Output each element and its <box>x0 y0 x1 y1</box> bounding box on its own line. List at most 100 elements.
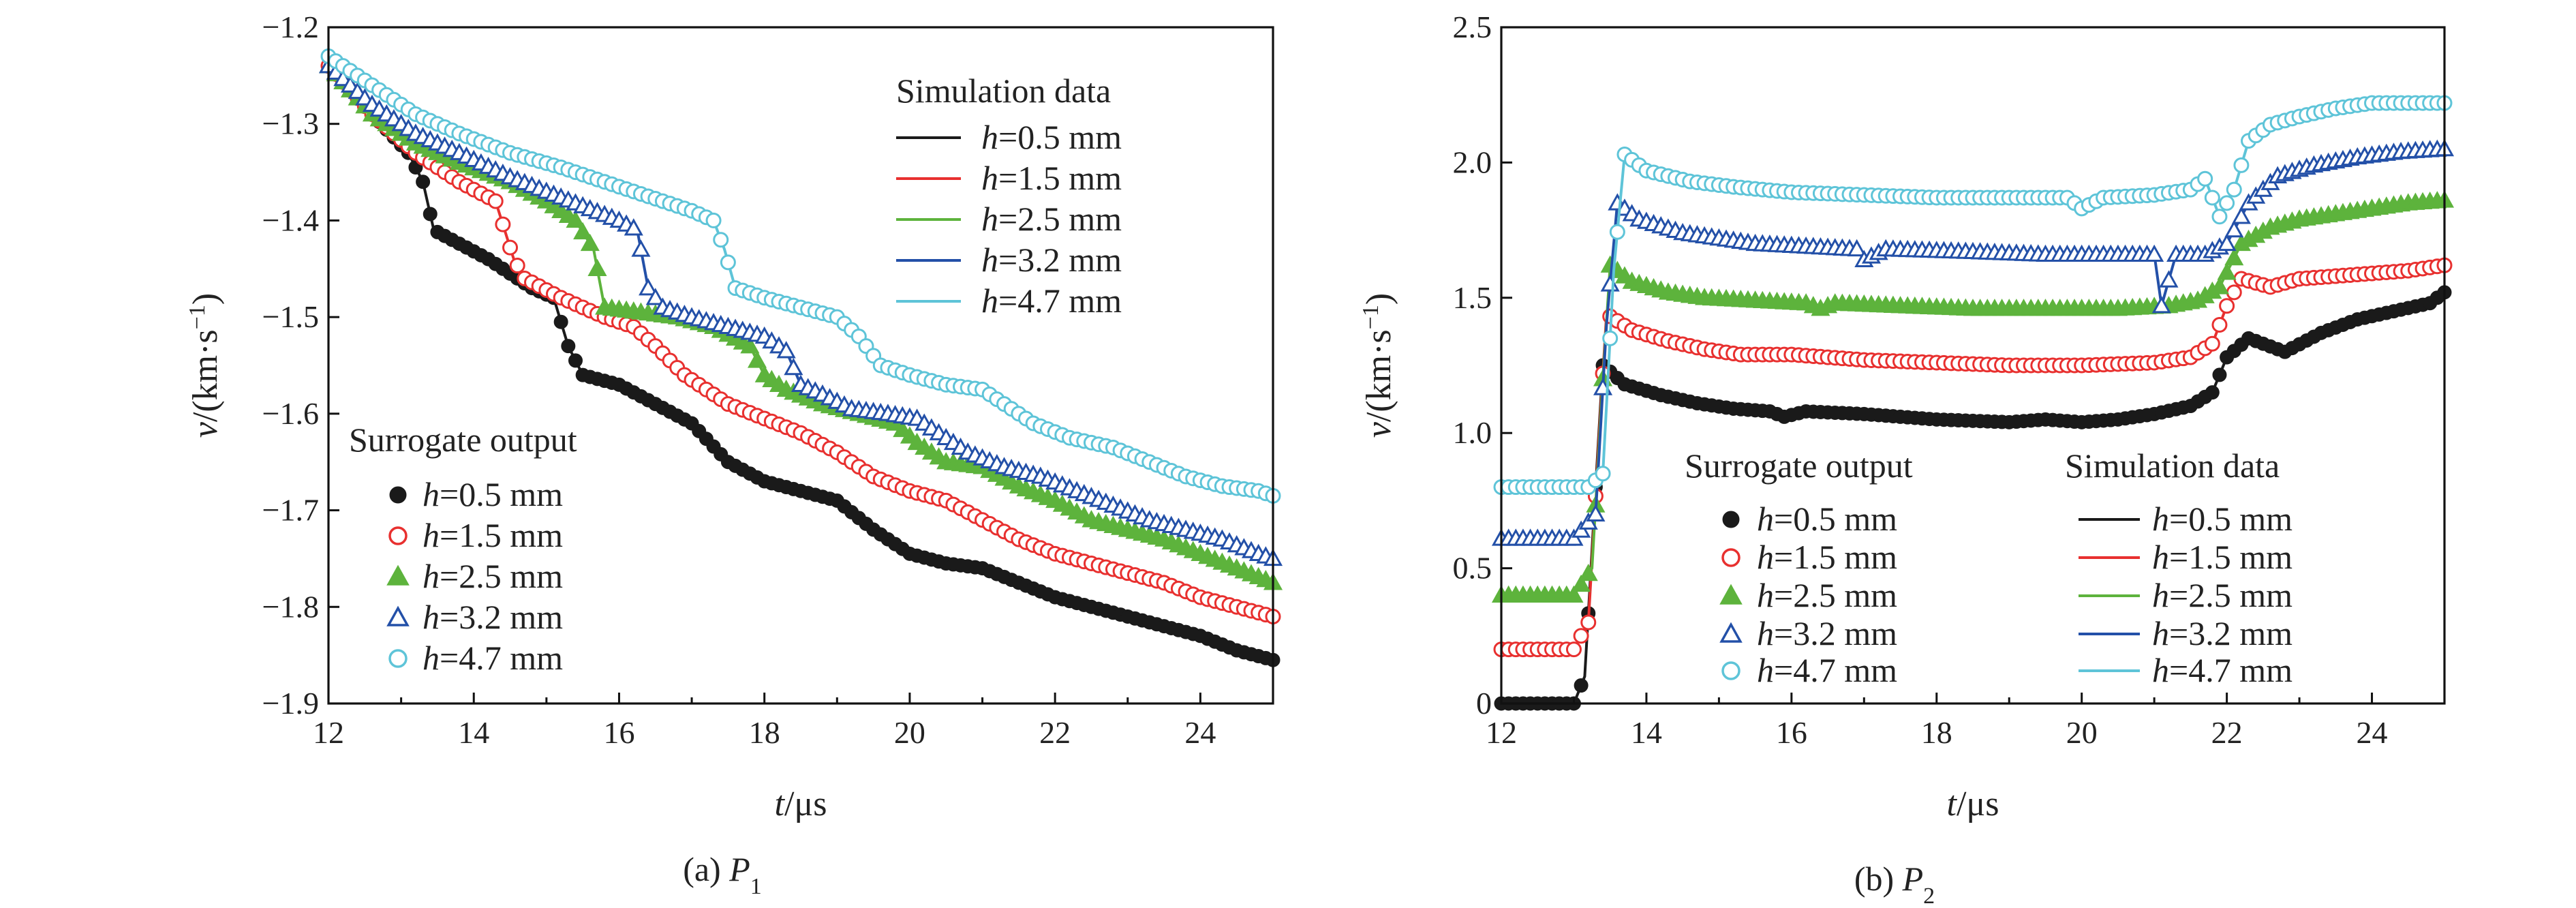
surrogate-point-b-3 <box>1586 504 1606 521</box>
legend-label-surrogate-a-0: h=0.5 mm <box>423 475 563 513</box>
surrogate-point-b-2 <box>2224 248 2244 266</box>
simulation-line-b-2 <box>1501 199 2445 597</box>
surrogate-point-b-3 <box>1600 274 1620 292</box>
surrogate-point-b-1 <box>2211 316 2228 333</box>
y-tick-label-a: −1.5 <box>262 299 319 334</box>
legend-title-simulation-b: Simulation data <box>2065 447 2280 485</box>
surrogate-point-a-0 <box>553 314 568 329</box>
legend-label-surrogate-b-1: h=1.5 mm <box>1757 538 1897 576</box>
legend-marker-a-2 <box>386 564 410 586</box>
legend-label-simulation-b-1: h=1.5 mm <box>2152 538 2293 576</box>
legend-label-simulation-b-3: h=3.2 mm <box>2152 614 2293 652</box>
y-tick-label-b: 0.5 <box>1453 551 1492 586</box>
y-axis-label-a: v/(km·s−1) <box>185 293 226 438</box>
plot-frame-b <box>1500 26 2446 705</box>
x-tick-label-a: 12 <box>313 715 344 750</box>
series-b-4 <box>1493 95 2453 496</box>
surrogate-point-b-4 <box>2219 195 2235 211</box>
y-tick-label-a: −1.9 <box>262 686 319 721</box>
y-tick-label-a: −1.2 <box>262 10 319 44</box>
surrogate-point-b-3 <box>2217 233 2237 252</box>
legend-label-simulation-a-1: h=1.5 mm <box>981 159 1122 197</box>
legend-marker-a-3 <box>386 605 410 626</box>
surrogate-point-b-2 <box>1578 563 1598 581</box>
surrogate-point-b-1 <box>2204 335 2220 352</box>
surrogate-point-b-4 <box>1602 330 1619 346</box>
surrogate-point-a-4 <box>713 232 729 248</box>
surrogate-point-a-3 <box>624 218 643 236</box>
surrogate-point-a-2 <box>747 350 767 368</box>
surrogate-point-b-4 <box>2233 157 2250 173</box>
surrogate-point-b-1 <box>2226 284 2242 301</box>
x-tick-label-b: 18 <box>1921 715 1952 750</box>
series-a-4 <box>320 48 1281 504</box>
surrogate-point-a-1 <box>509 258 525 274</box>
legend-label-surrogate-b-3: h=3.2 mm <box>1757 614 1897 652</box>
surrogate-point-a-1 <box>502 239 519 256</box>
legend-marker-b-4 <box>1721 661 1741 680</box>
y-tick-label-b: 2.0 <box>1453 145 1492 179</box>
series-a-3 <box>318 56 1283 566</box>
x-axis-label-a: t/μs <box>774 785 827 823</box>
surrogate-point-a-0 <box>423 207 438 222</box>
y-tick-label-a: −1.4 <box>262 202 319 237</box>
surrogate-point-a-1 <box>487 193 504 209</box>
y-tick-label-a: −1.7 <box>262 493 319 528</box>
simulation-line-b-0 <box>1501 291 2446 705</box>
series-b-3 <box>1491 138 2455 546</box>
legend-label-surrogate-b-4: h=4.7 mm <box>1757 651 1897 689</box>
surrogate-point-b-3 <box>2145 244 2164 262</box>
y-tick-label-b: 1.5 <box>1453 280 1492 315</box>
surrogate-point-a-2 <box>573 222 593 240</box>
legend-simulation-b: Simulation data h=0.5 mmh=1.5 mmh=2.5 mm… <box>2065 447 2293 689</box>
surrogate-point-b-3 <box>2151 296 2171 314</box>
legend-label-surrogate-a-3: h=3.2 mm <box>423 598 563 636</box>
legend-label-simulation-a-2: h=2.5 mm <box>981 200 1122 238</box>
surrogate-point-b-2 <box>1571 574 1591 592</box>
legend-marker-b-0 <box>1722 511 1740 528</box>
caption-b: (b) P2 <box>1854 860 1935 908</box>
surrogate-point-a-3 <box>776 341 796 359</box>
surrogate-point-b-0 <box>2212 367 2227 382</box>
legend-label-simulation-a-4: h=4.7 mm <box>981 282 1122 320</box>
legend-label-simulation-b-2: h=2.5 mm <box>2152 576 2293 614</box>
y-axis-label-b: v/(km·s−1) <box>1358 293 1399 438</box>
y-tick-label-b: 1.0 <box>1453 415 1492 450</box>
surrogate-point-a-1 <box>495 216 511 232</box>
legend-marker-a-0 <box>389 486 407 504</box>
legend-surrogate-a: Surrogate output h=0.5 mmh=1.5 mmh=2.5 m… <box>349 421 577 677</box>
surrogate-point-b-0 <box>1574 678 1589 693</box>
surrogate-point-a-2 <box>740 336 760 354</box>
legend-label-simulation-b-4: h=4.7 mm <box>2152 651 2293 689</box>
legend-label-simulation-b-0: h=0.5 mm <box>2152 500 2293 538</box>
surrogate-point-b-2 <box>2209 277 2230 294</box>
x-axis-label-b: t/μs <box>1946 785 1999 823</box>
surrogate-point-b-3 <box>2224 220 2244 238</box>
surrogate-point-b-4 <box>1595 466 1611 482</box>
x-tick-label-a: 18 <box>749 715 780 750</box>
surrogate-point-b-2 <box>1564 585 1584 603</box>
x-tick-label-a: 20 <box>894 715 925 750</box>
legend-title-surrogate-a: Surrogate output <box>349 421 577 459</box>
surrogate-point-b-4 <box>2204 190 2220 206</box>
x-tick-label-b: 20 <box>2066 715 2098 750</box>
y-tick-label-b: 0 <box>1476 686 1492 721</box>
surrogate-point-a-3 <box>645 288 665 305</box>
y-tick-label-b: 2.5 <box>1453 10 1492 44</box>
surrogate-point-b-1 <box>1565 641 1582 658</box>
surrogate-point-a-0 <box>416 175 431 190</box>
surrogate-point-b-4 <box>1609 224 1625 240</box>
surrogate-point-b-1 <box>1573 628 1589 644</box>
surrogate-point-b-4 <box>2197 170 2213 187</box>
surrogate-point-b-1 <box>2219 298 2235 314</box>
x-tick-label-b: 12 <box>1486 715 1517 750</box>
x-tick-label-b: 22 <box>2211 715 2243 750</box>
surrogate-point-b-3 <box>1564 528 1584 546</box>
surrogate-point-b-4 <box>2226 181 2242 198</box>
legend-surrogate-b: Surrogate output h=0.5 mmh=1.5 mmh=2.5 m… <box>1685 447 1913 689</box>
series-b-2 <box>1491 190 2455 603</box>
legend-label-surrogate-b-0: h=0.5 mm <box>1757 500 1897 538</box>
surrogate-point-a-4 <box>705 212 722 228</box>
surrogate-point-b-4 <box>2211 209 2228 225</box>
surrogate-point-a-0 <box>561 339 576 354</box>
